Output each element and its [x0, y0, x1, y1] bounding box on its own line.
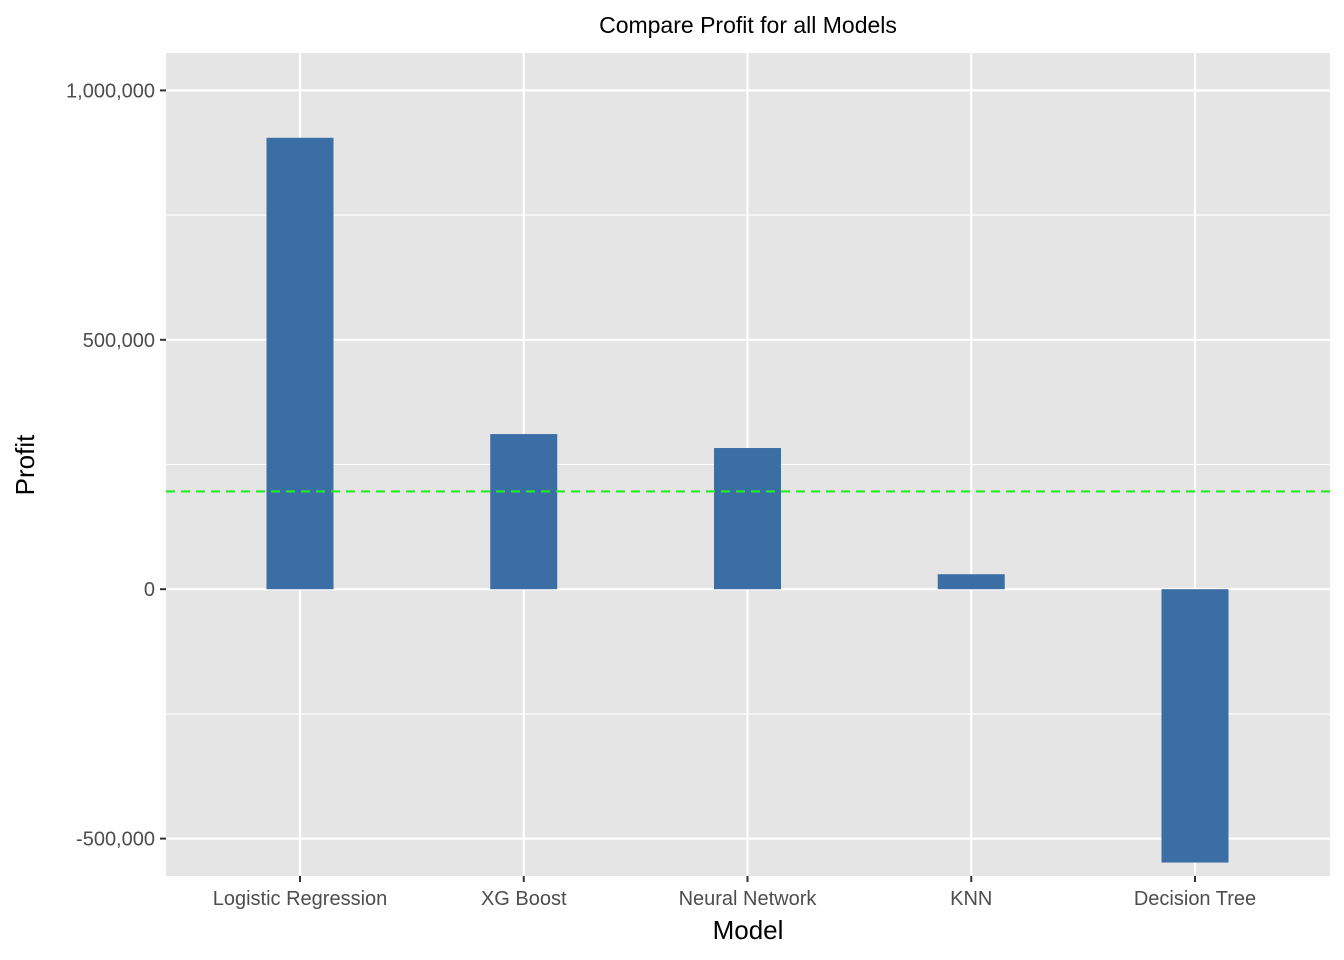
- bar: [1161, 589, 1229, 863]
- bar: [937, 574, 1005, 590]
- x-tick-label: Neural Network: [679, 888, 818, 910]
- bar: [490, 434, 558, 590]
- y-tick-label: -500,000: [76, 829, 155, 851]
- bar: [266, 137, 334, 590]
- y-tick-label: 0: [144, 579, 155, 601]
- chart-title: Compare Profit for all Models: [599, 12, 897, 38]
- bar: [714, 448, 781, 590]
- y-axis-ticks: -500,000 0 500,000 1,000,000: [66, 80, 166, 851]
- y-tick-label: 500,000: [83, 330, 155, 352]
- x-tick-label: XG Boost: [481, 888, 567, 910]
- x-tick-label: Logistic Regression: [213, 888, 388, 910]
- x-tick-label: Decision Tree: [1134, 888, 1256, 910]
- x-axis-title: Model: [713, 915, 784, 945]
- y-tick-label: 1,000,000: [66, 80, 155, 102]
- x-tick-label: KNN: [950, 888, 992, 910]
- x-axis-ticks: Logistic Regression XG Boost Neural Networ…: [213, 876, 1256, 910]
- bars: [266, 137, 1229, 863]
- y-axis-title: Profit: [10, 434, 40, 495]
